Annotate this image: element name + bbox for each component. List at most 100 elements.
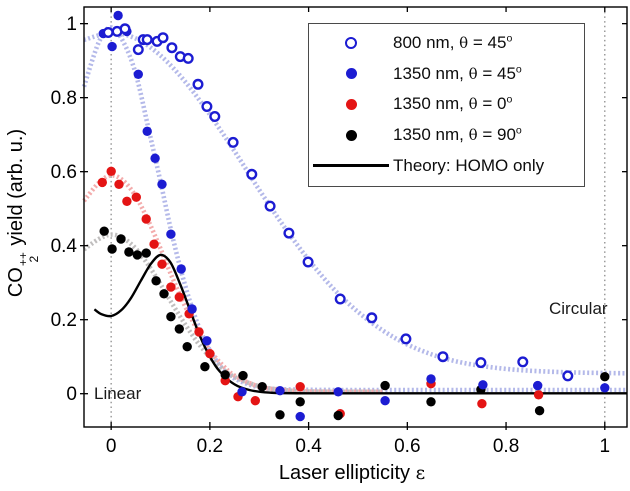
data-point [113,10,123,21]
data-point [475,357,487,369]
theta-symbol: θ [468,95,478,114]
data-point [264,200,276,212]
legend-item-1350nm-0: 1350 nm, θ = 0o [309,90,584,119]
data-point [119,23,131,35]
data-point [99,226,109,236]
data-point [302,256,314,268]
blue-filled-circle-marker-icon [345,68,357,80]
data-point [141,34,153,46]
annotation-circular: Circular [549,299,608,318]
data-point [187,304,197,314]
data-point [194,327,204,337]
data-point [437,351,449,363]
data-point [227,136,239,148]
data-point [533,380,543,391]
y-tick-label: 0.2 [51,310,77,331]
theta-symbol: θ [459,34,469,53]
plot-frame [83,6,628,428]
data-point [174,292,184,302]
legend-item-1350nm-90: 1350 nm, θ = 90o [309,121,584,150]
data-point [159,289,169,299]
data-point [182,342,192,352]
legend-item-1350nm-45: 1350 nm, θ = 45o [309,59,584,88]
data-point [250,396,260,406]
data-point [176,264,186,274]
series-3 [99,226,610,421]
data-point [151,276,161,286]
data-point [124,247,134,257]
series-2 [97,166,544,419]
data-point [237,387,247,397]
x-tick-label: 0.6 [394,436,420,457]
data-point [400,333,412,345]
data-point [275,386,285,396]
y-axis-label-post: yield (arb. u.) [5,128,27,252]
data-point [157,179,167,189]
open-circle-marker-icon [345,37,357,50]
data-point [295,382,305,392]
data-point [517,356,529,368]
y-axis-label: CO ++ 2 yield (arb. u.) [5,33,41,393]
red-filled-circle-marker-icon [345,98,357,110]
data-point [366,312,378,324]
data-point [166,312,176,322]
data-point [174,324,184,334]
x-axis-label-text: Laser ellipticity [278,462,411,484]
data-point [205,349,215,359]
legend-item-theory: Theory: HOMO only [309,151,584,180]
x-tick-label: 0 [106,436,117,457]
black-filled-circle-marker-icon [345,129,357,141]
data-point [182,52,194,64]
y-axis-label-pre: CO [5,267,27,298]
data-point [295,397,305,407]
data-point [201,100,213,112]
x-tick-label: 0.4 [295,436,322,457]
data-point [200,362,210,372]
data-point [426,374,436,384]
series-0 [102,23,574,382]
data-point [157,259,167,269]
data-point [102,27,114,39]
annotation-linear: Linear [94,384,142,403]
data-point [107,41,117,52]
data-point [257,382,267,392]
data-point [114,179,124,189]
data-point [131,192,141,202]
data-point [600,383,610,393]
data-point [107,244,117,254]
data-point [209,110,221,122]
data-point [166,42,178,54]
theta-symbol: θ [468,64,478,83]
data-point [533,390,544,400]
data-point [295,411,305,422]
data-point [141,214,151,224]
data-point [478,380,488,390]
legend-item-800nm-45: 800 nm, θ = 45o [309,29,584,58]
data-point [149,239,159,249]
y-axis-label-sub: 2 [26,255,41,263]
data-point [133,69,143,80]
data-point [220,370,230,380]
data-point [477,399,487,409]
data-point [562,370,574,382]
data-point [141,248,151,258]
data-point [238,370,248,381]
x-tick-label: 0.2 [197,436,223,457]
data-point [150,153,160,163]
data-point [426,397,436,407]
y-tick-label: 0.4 [51,236,78,257]
x-tick-label: 1 [599,436,610,457]
data-point [600,372,610,382]
data-point [283,227,295,239]
theta-symbol: θ [468,126,478,145]
data-point [333,387,343,397]
epsilon-symbol: ε [415,463,426,484]
legend-box: 800 nm, θ = 45o 1350 nm, θ = 45o 1350 nm… [308,23,585,187]
y-tick-label: 1 [66,14,77,35]
y-tick-label: 0.6 [51,162,77,183]
data-point [166,282,176,292]
theory-line-marker-icon [313,164,389,168]
data-point [97,177,108,188]
data-point [122,196,132,206]
